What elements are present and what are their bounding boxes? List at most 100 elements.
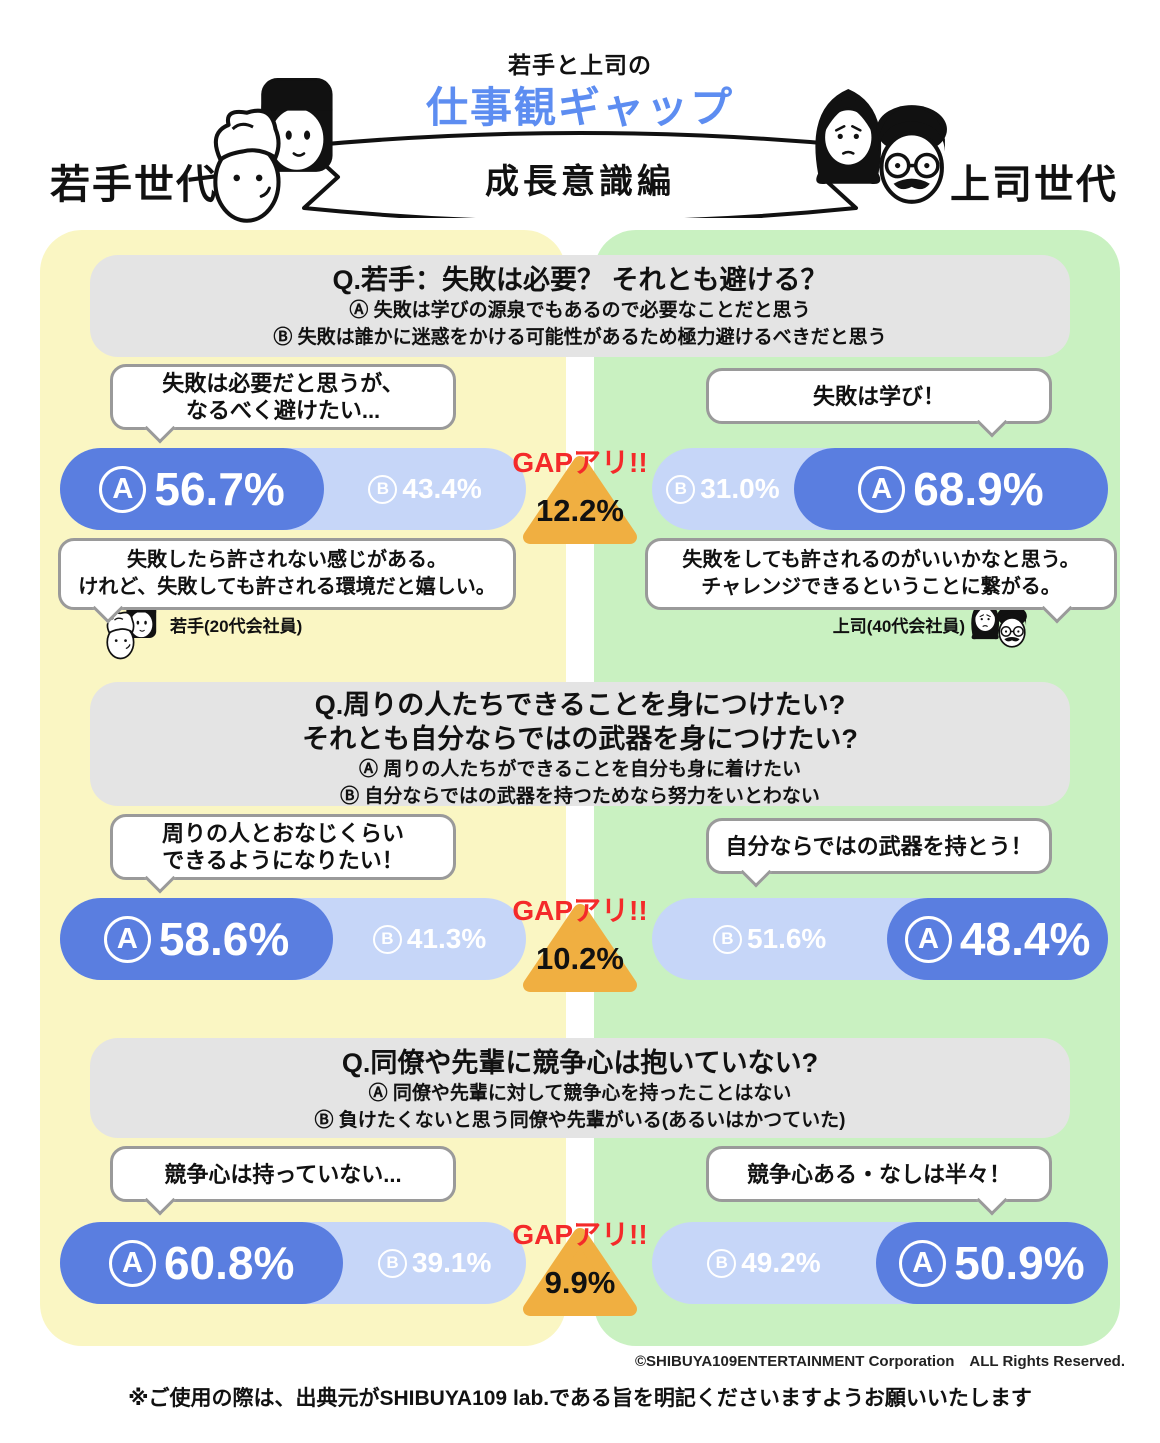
bubble-text: 競争心ある・なしは半々！	[746, 1161, 1011, 1187]
question-3-option-b: Ⓑ 負けたくないと思う同僚や先輩がいる(あるいはかつていた)	[314, 1110, 846, 1131]
usage-note: ※ご使用の際は、出典元がSHIBUYA109 lab.である旨を明記くださいます…	[128, 1387, 1032, 1410]
young-faces-icon	[208, 76, 346, 234]
a-circle-badge: A	[108, 1239, 156, 1287]
boss-bar-3-a-segment: A 50.9%	[875, 1222, 1108, 1304]
a-circle-badge: A	[99, 465, 147, 513]
question-3-option-a: Ⓐ 同僚や先輩に対して競争心を持ったことはない	[368, 1083, 792, 1104]
quote-text: 失敗をしても許されるのがいいかなと思う。	[682, 549, 1080, 571]
a-circle-badge: A	[103, 915, 151, 963]
boss-bar-3: B 49.2% A 50.9%	[652, 1222, 1108, 1304]
gap-value-2: 10.2%	[536, 941, 624, 976]
b-value: 43.4%	[402, 473, 482, 504]
quote-text: けれど、失敗しても許される環境だと嬉しい。	[78, 576, 496, 598]
boss-bar-2-b-label: B 51.6%	[652, 898, 887, 980]
gap-triangle-icon	[523, 904, 637, 992]
boss-faces-icon	[808, 76, 954, 234]
question-3-title: Q.同僚や先輩に競争心は抱いていない?	[341, 1048, 819, 1078]
a-value: 48.4%	[959, 913, 1091, 965]
gap-badge-2: GAPアリ!! 10.2%	[512, 893, 648, 993]
young-bar-2: B 41.3% A 58.6%	[60, 898, 526, 980]
bubble-text: 周りの人とおなじくらい	[161, 821, 404, 846]
b-circle-badge: B	[372, 924, 402, 954]
young-generation-label: 若手世代	[50, 163, 218, 207]
quote-text: チャレンジできるということに繋がる。	[701, 576, 1061, 598]
boss-bar-2: B 51.6% A 48.4%	[652, 898, 1108, 980]
page-title: 仕事観ギャップ	[425, 84, 734, 131]
boss-bar-3-b-label: B 49.2%	[652, 1222, 876, 1304]
a-circle-badge: A	[899, 1239, 947, 1287]
quote-text: 失敗したら許されない感じがある。	[127, 549, 447, 571]
b-value: 49.2%	[741, 1247, 821, 1278]
question-1-option-b: Ⓑ 失敗は誰かに迷惑をかける可能性があるため極力避けるべきだと思う	[273, 327, 887, 348]
boss-opinion-bubble-3: 競争心ある・なしは半々！	[706, 1146, 1052, 1202]
a-value: 50.9%	[954, 1237, 1085, 1289]
bubble-text: 競争心は持っていない...	[164, 1161, 402, 1187]
boss-generation-label: 上司世代	[950, 163, 1118, 207]
gap-badge-1: GAPアリ!! 12.2%	[512, 445, 648, 545]
boss-bar-2-a-segment: A 48.4%	[887, 898, 1108, 980]
a-value: 60.8%	[163, 1237, 295, 1289]
young-bar-2-b-label: B 41.3%	[333, 898, 526, 980]
gap-label: GAPアリ!!	[512, 447, 648, 478]
question-box-3: Q.同僚や先輩に競争心は抱いていない? Ⓐ 同僚や先輩に対して競争心を持ったこと…	[90, 1038, 1070, 1138]
young-bar-3-a-segment: A 60.8%	[60, 1222, 344, 1304]
b-value: 39.1%	[411, 1247, 492, 1278]
young-opinion-bubble-1: 失敗は必要だと思うが、 なるべく避けたい...	[110, 364, 456, 430]
a-value: 68.9%	[913, 463, 1044, 515]
a-circle-badge: A	[858, 465, 906, 513]
bubble-text: なるべく避けたい...	[185, 398, 381, 423]
gap-badge-3: GAPアリ!! 9.9%	[512, 1217, 648, 1317]
b-value: 51.6%	[746, 923, 827, 954]
gap-label: GAPアリ!!	[512, 895, 648, 926]
boss-bar-1-b-label: B 31.0%	[652, 448, 794, 530]
copyright-text: ©SHIBUYA109ENTERTAINMENT Corporation ALL…	[634, 1353, 1125, 1370]
bubble-text: 自分ならではの武器を持とう！	[725, 833, 1033, 859]
b-circle-badge: B	[368, 474, 398, 504]
bubble-text: 失敗は学び！	[812, 383, 945, 409]
question-box-2: Q.周りの人たちできることを身につけたい? それとも自分ならではの武器を身につけ…	[90, 682, 1070, 807]
gap-triangle-icon	[523, 1228, 637, 1316]
young-bar-1-b-label: B 43.4%	[324, 448, 526, 530]
young-bar-3-b-label: B 39.1%	[343, 1222, 526, 1304]
young-bar-2-a-segment: A 58.6%	[60, 898, 334, 980]
young-bar-3: B 39.1% A 60.8%	[60, 1222, 526, 1304]
gap-triangle-icon	[523, 456, 637, 544]
boss-quote-bubble: 失敗をしても許されるのがいいかなと思う。 チャレンジできるということに繋がる。	[645, 538, 1117, 610]
b-circle-badge: B	[666, 474, 696, 504]
boss-bar-1: B 31.0% A 68.9%	[652, 448, 1108, 530]
question-1-option-a: Ⓐ 失敗は学びの源泉でもあるので必要なことだと思う	[349, 300, 811, 321]
question-2-option-b: Ⓑ 自分ならではの武器を持つためなら努力をいとわない	[340, 786, 820, 807]
banner-ribbon	[302, 131, 858, 218]
young-bar-1-a-segment: A 56.7%	[60, 448, 325, 530]
b-circle-badge: B	[377, 1248, 407, 1278]
b-value: 31.0%	[700, 473, 780, 504]
gap-value-1: 12.2%	[536, 493, 624, 528]
gap-value-3: 9.9%	[544, 1265, 616, 1300]
bubble-text: できるようになりたい！	[162, 848, 404, 873]
question-2-title-line2: それとも自分ならではの武器を身につけたい?	[302, 724, 858, 754]
b-circle-badge: B	[712, 924, 742, 954]
boss-bar-1-a-segment: A 68.9%	[793, 448, 1108, 530]
header-supertitle: 若手と上司の	[508, 52, 652, 78]
a-value: 58.6%	[158, 913, 290, 965]
question-2-option-a: Ⓐ 周りの人たちができることを自分も身に着けたい	[359, 759, 801, 780]
young-quote-caption: 若手(20代会社員)	[170, 617, 303, 636]
boss-opinion-bubble-2: 自分ならではの武器を持とう！	[706, 818, 1052, 874]
young-opinion-bubble-2: 周りの人とおなじくらい できるようになりたい！	[110, 814, 456, 880]
gap-label: GAPアリ!!	[512, 1219, 648, 1250]
young-quote-bubble: 失敗したら許されない感じがある。 けれど、失敗しても許される環境だと嬉しい。	[58, 538, 516, 610]
question-2-title: Q.周りの人たちできることを身につけたい?	[314, 690, 846, 720]
question-box-1: Q.若手：失敗は必要？ それとも避ける？ Ⓐ 失敗は学びの源泉でもあるので必要な…	[90, 255, 1070, 357]
young-bar-1: B 43.4% A 56.7%	[60, 448, 526, 530]
bubble-text: 失敗は必要だと思うが、	[162, 371, 404, 396]
b-value: 41.3%	[406, 923, 487, 954]
a-value: 56.7%	[154, 463, 285, 515]
young-opinion-bubble-3: 競争心は持っていない...	[110, 1146, 456, 1202]
boss-opinion-bubble-1: 失敗は学び！	[706, 368, 1052, 424]
question-1-title: Q.若手：失敗は必要？ それとも避ける？	[332, 265, 828, 295]
boss-quote-caption: 上司(40代会社員)	[832, 617, 965, 636]
a-circle-badge: A	[904, 915, 952, 963]
banner-title: 成長意識編	[485, 163, 675, 201]
b-circle-badge: B	[707, 1248, 737, 1278]
